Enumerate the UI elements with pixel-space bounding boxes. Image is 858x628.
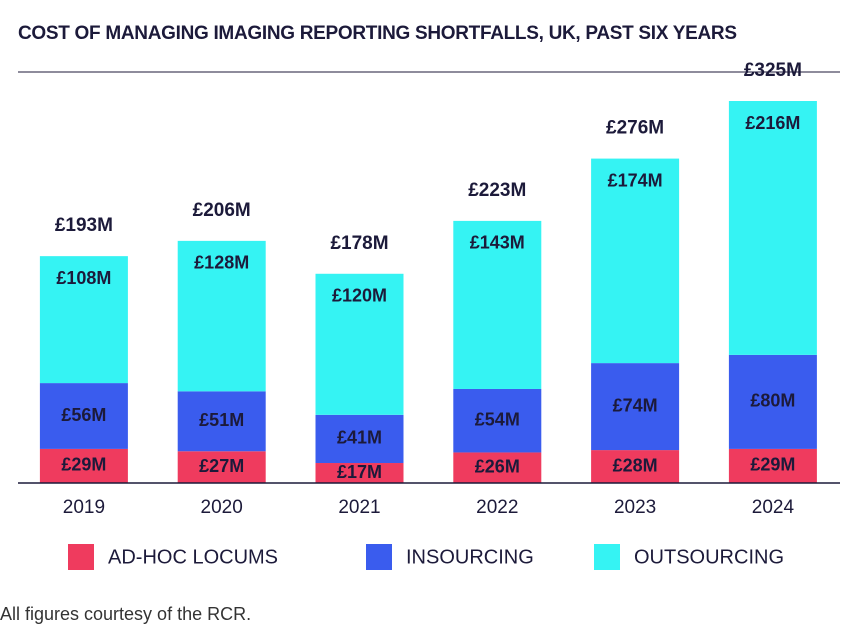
legend-swatch bbox=[68, 544, 94, 570]
total-label: £193M bbox=[55, 215, 113, 236]
bar-segment bbox=[177, 240, 266, 392]
legend-label: INSOURCING bbox=[406, 546, 534, 568]
bar-segment bbox=[453, 388, 542, 453]
bar-segment bbox=[728, 448, 817, 483]
x-tick-label: 2024 bbox=[752, 497, 795, 518]
x-tick-label: 2023 bbox=[614, 497, 656, 518]
bar-segment bbox=[39, 256, 128, 384]
bar-segment bbox=[728, 101, 817, 355]
bar-segment bbox=[591, 158, 680, 364]
bar-segment bbox=[728, 354, 817, 449]
total-label: £276M bbox=[606, 118, 664, 139]
legend-swatch bbox=[594, 544, 620, 570]
segment-label: £27M bbox=[199, 456, 244, 476]
total-label: £325M bbox=[744, 60, 802, 81]
segment-label: £74M bbox=[613, 395, 658, 415]
bar-segment bbox=[591, 450, 680, 483]
segment-label: £108M bbox=[56, 268, 111, 288]
segment-label: £56M bbox=[61, 405, 106, 425]
bar-segment bbox=[39, 448, 128, 483]
x-tick-label: 2021 bbox=[338, 497, 380, 518]
x-tick-label: 2022 bbox=[476, 497, 518, 518]
bar-segment bbox=[315, 463, 404, 483]
bar-segment bbox=[39, 383, 128, 449]
segment-label: £29M bbox=[61, 455, 106, 475]
legend-swatch bbox=[366, 544, 392, 570]
bar-segment bbox=[177, 451, 266, 483]
legend-label: OUTSOURCING bbox=[634, 546, 784, 568]
segment-label: £28M bbox=[613, 455, 658, 475]
segment-label: £51M bbox=[199, 410, 244, 430]
segment-label: £174M bbox=[608, 170, 663, 190]
segment-label: £216M bbox=[745, 113, 800, 133]
segment-label: £41M bbox=[337, 428, 382, 448]
bar-segment bbox=[591, 363, 680, 451]
segment-label: £128M bbox=[194, 253, 249, 273]
bar-segment bbox=[453, 220, 542, 389]
segment-label: £120M bbox=[332, 286, 387, 306]
segment-label: £17M bbox=[337, 462, 382, 482]
segment-label: £26M bbox=[475, 456, 520, 476]
segment-label: £80M bbox=[750, 391, 795, 411]
legend-label: AD-HOC LOCUMS bbox=[108, 546, 278, 568]
bar-segment bbox=[177, 391, 266, 452]
segment-label: £143M bbox=[470, 233, 525, 253]
segment-label: £29M bbox=[750, 455, 795, 475]
bar-segment bbox=[453, 452, 542, 483]
x-tick-label: 2019 bbox=[63, 497, 105, 518]
segment-label: £54M bbox=[475, 409, 520, 429]
total-label: £178M bbox=[330, 233, 388, 254]
bar-segment bbox=[315, 273, 404, 415]
total-label: £206M bbox=[193, 200, 251, 221]
chart-title: COST OF MANAGING IMAGING REPORTING SHORT… bbox=[18, 23, 737, 44]
bar-segment bbox=[315, 414, 404, 464]
total-label: £223M bbox=[468, 180, 526, 201]
x-tick-label: 2020 bbox=[201, 497, 243, 518]
footnote: All figures courtesy of the RCR. bbox=[0, 604, 251, 624]
